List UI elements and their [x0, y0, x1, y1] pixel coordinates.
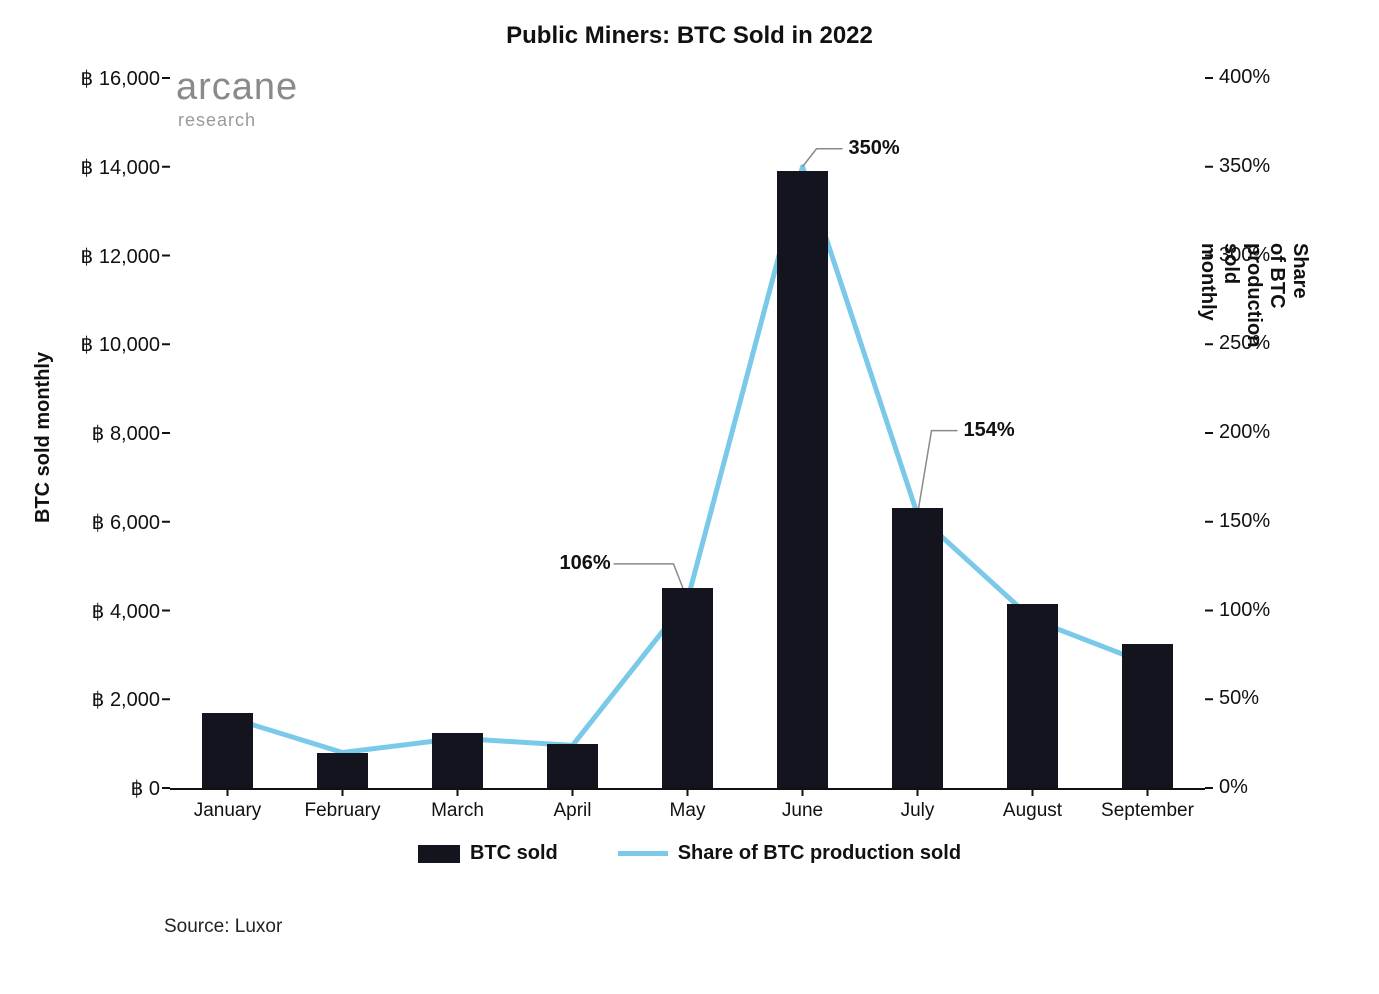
x-tick-label: July	[860, 800, 975, 822]
y-right-tick-label: 400%	[1219, 66, 1270, 89]
y-right-tick-label: 100%	[1219, 599, 1270, 622]
callout-leader	[803, 149, 843, 167]
callout-label: 106%	[560, 552, 611, 575]
legend-swatch-line	[618, 851, 668, 856]
bar	[202, 713, 254, 788]
y-left-tick-label: ฿ 0	[50, 776, 160, 801]
x-tick-label: September	[1090, 800, 1205, 822]
chart-title: Public Miners: BTC Sold in 2022	[0, 22, 1379, 50]
bar	[1007, 604, 1059, 788]
x-tick-label: March	[400, 800, 515, 822]
bar	[432, 733, 484, 788]
y-left-tick-label: ฿ 16,000	[50, 66, 160, 91]
bar	[662, 588, 714, 788]
bar	[892, 508, 944, 788]
y-right-tick-label: 300%	[1219, 244, 1270, 267]
y-left-tick-label: ฿ 2,000	[50, 687, 160, 712]
legend-item: BTC sold	[418, 842, 558, 865]
chart-container: Public Miners: BTC Sold in 2022 arcane r…	[0, 0, 1379, 994]
x-tick-label: April	[515, 800, 630, 822]
y-right-tick-label: 0%	[1219, 776, 1248, 799]
x-tick-label: January	[170, 800, 285, 822]
bar	[777, 171, 829, 788]
bar	[1122, 644, 1174, 788]
y-right-tick-label: 250%	[1219, 332, 1270, 355]
callout-leader	[918, 431, 958, 515]
x-tick-label: August	[975, 800, 1090, 822]
y-left-tick-label: ฿ 10,000	[50, 332, 160, 357]
plot-area	[170, 78, 1205, 790]
y-left-tick-label: ฿ 8,000	[50, 421, 160, 446]
legend-item: Share of BTC production sold	[618, 842, 961, 865]
x-tick-label: February	[285, 800, 400, 822]
legend-swatch-bar	[418, 845, 460, 863]
bar	[547, 744, 599, 788]
source-text: Source: Luxor	[164, 916, 282, 938]
x-tick-label: June	[745, 800, 860, 822]
y-left-tick-label: ฿ 6,000	[50, 510, 160, 535]
y-right-tick-label: 200%	[1219, 421, 1270, 444]
bar	[317, 753, 369, 789]
y-right-tick-label: 350%	[1219, 155, 1270, 178]
callout-label: 350%	[849, 137, 900, 160]
y-left-tick-label: ฿ 12,000	[50, 244, 160, 269]
y-left-tick-label: ฿ 4,000	[50, 599, 160, 624]
callout-label: 154%	[964, 419, 1015, 442]
legend: BTC sold Share of BTC production sold	[0, 842, 1379, 865]
y-left-tick-label: ฿ 14,000	[50, 155, 160, 180]
x-tick-label: May	[630, 800, 745, 822]
legend-label: BTC sold	[470, 842, 558, 865]
y-right-tick-label: 150%	[1219, 510, 1270, 533]
y-right-tick-label: 50%	[1219, 687, 1259, 710]
legend-label: Share of BTC production sold	[678, 842, 961, 865]
